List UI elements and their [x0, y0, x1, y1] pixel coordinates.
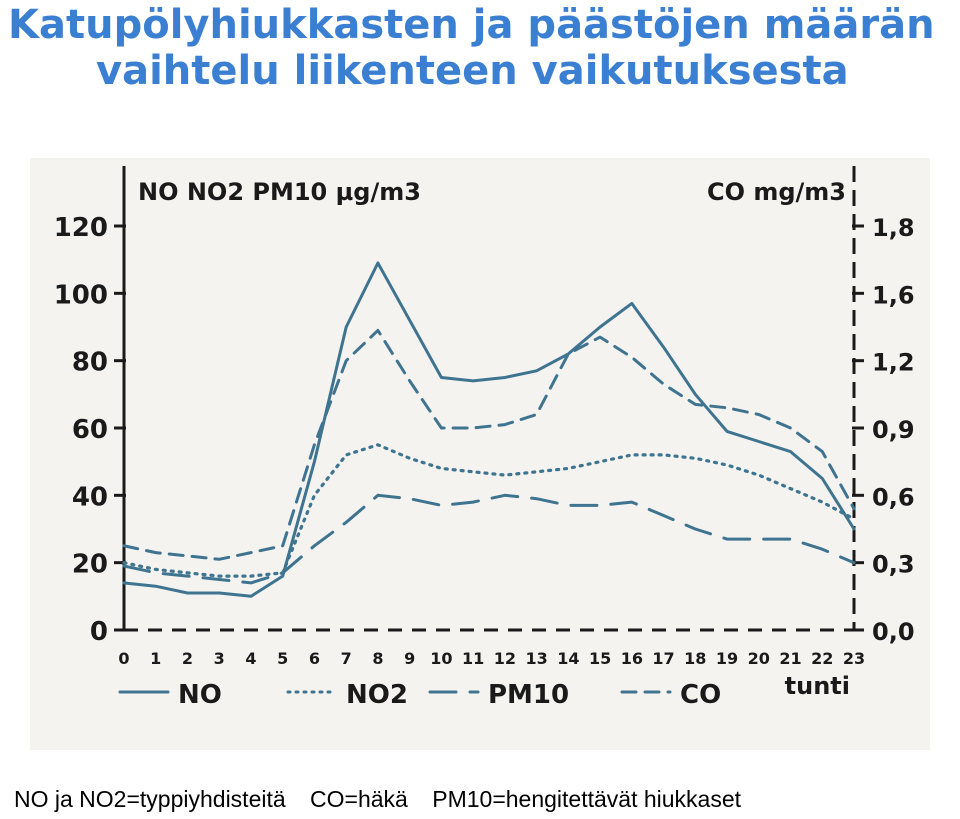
x-tick-label: 7: [341, 649, 352, 668]
left-axis-title: NO NO2 PM10 µg/m3: [138, 178, 421, 206]
series-line-co: [122, 328, 856, 561]
footer-note-co: CO=häkä: [310, 786, 408, 812]
right-tick-label: 0,9: [872, 416, 915, 444]
x-tick-label: 19: [716, 649, 738, 668]
x-tick-label: 8: [372, 649, 383, 668]
right-tick-label: 0,0: [872, 618, 915, 646]
title-line-2: vaihtelu liikenteen vaikutuksesta: [96, 48, 849, 94]
left-tick-label: 20: [72, 550, 108, 580]
title-line-1: Katupölyhiukkasten ja päästöjen määrän: [8, 2, 935, 48]
legend-label-co: CO: [680, 680, 721, 710]
x-tick-label: 13: [525, 649, 547, 668]
right-axis-title: CO mg/m3: [707, 178, 846, 206]
chart-panel: 0 20 40 60 80 100 120 0,0 0,3 0,6 0,9 1,2 1,6 1,8 0 1 2 3…: [30, 158, 930, 750]
legend-label-pm10: PM10: [488, 680, 569, 710]
footer-notes: NO ja NO2=typpiyhdisteitä CO=häkä PM10=h…: [14, 786, 759, 813]
footer-note-no: NO ja NO2=typpiyhdisteitä: [14, 786, 286, 812]
x-tick-label: 10: [430, 649, 452, 668]
series-line-pm10: [122, 493, 856, 585]
left-tick-label: 60: [72, 415, 108, 445]
left-tick-label: 40: [72, 482, 108, 512]
right-tick-label: 1,8: [872, 214, 915, 242]
x-tick-label: 1: [150, 649, 161, 668]
right-tick-label: 0,3: [872, 551, 915, 579]
left-tick-label: 0: [90, 617, 108, 647]
x-tick-label: 2: [182, 649, 193, 668]
page-title: Katupölyhiukkasten ja päästöjen määrän v…: [8, 2, 958, 94]
x-tick-label: 5: [277, 649, 288, 668]
series-line-no2: [122, 443, 856, 578]
left-tick-label: 100: [54, 280, 108, 310]
x-tick-label: 23: [843, 649, 865, 668]
x-tick-label: 22: [811, 649, 833, 668]
x-tick-label: 12: [494, 649, 516, 668]
right-tick-label: 0,6: [872, 483, 915, 511]
x-tick-label: 20: [748, 649, 770, 668]
legend: NO NO2 PM10 CO: [118, 680, 721, 710]
x-tick-label: 11: [462, 649, 484, 668]
x-tick-label: 17: [652, 649, 674, 668]
x-tick-label: 9: [404, 649, 415, 668]
x-tick-label: 21: [779, 649, 801, 668]
x-axis-title: tunti: [785, 672, 850, 700]
x-tick-label: 6: [309, 649, 320, 668]
series-lines: [122, 261, 856, 598]
legend-label-no: NO: [178, 680, 222, 710]
x-tick-label: 15: [589, 649, 611, 668]
right-tick-label: 1,6: [872, 281, 915, 309]
x-tick-label: 4: [245, 649, 256, 668]
left-tick-label: 80: [72, 348, 108, 378]
x-tick-label: 18: [684, 649, 706, 668]
x-tick-label: 3: [214, 649, 225, 668]
series-line-no: [122, 261, 856, 598]
x-tick-label: 16: [621, 649, 643, 668]
legend-label-no2: NO2: [346, 680, 408, 710]
right-tick-label: 1,2: [872, 349, 915, 377]
footer-note-pm10: PM10=hengitettävät hiukkaset: [432, 786, 742, 812]
left-tick-label: 120: [54, 213, 108, 243]
x-tick-label: 0: [118, 649, 129, 668]
x-tick-label: 14: [557, 649, 579, 668]
